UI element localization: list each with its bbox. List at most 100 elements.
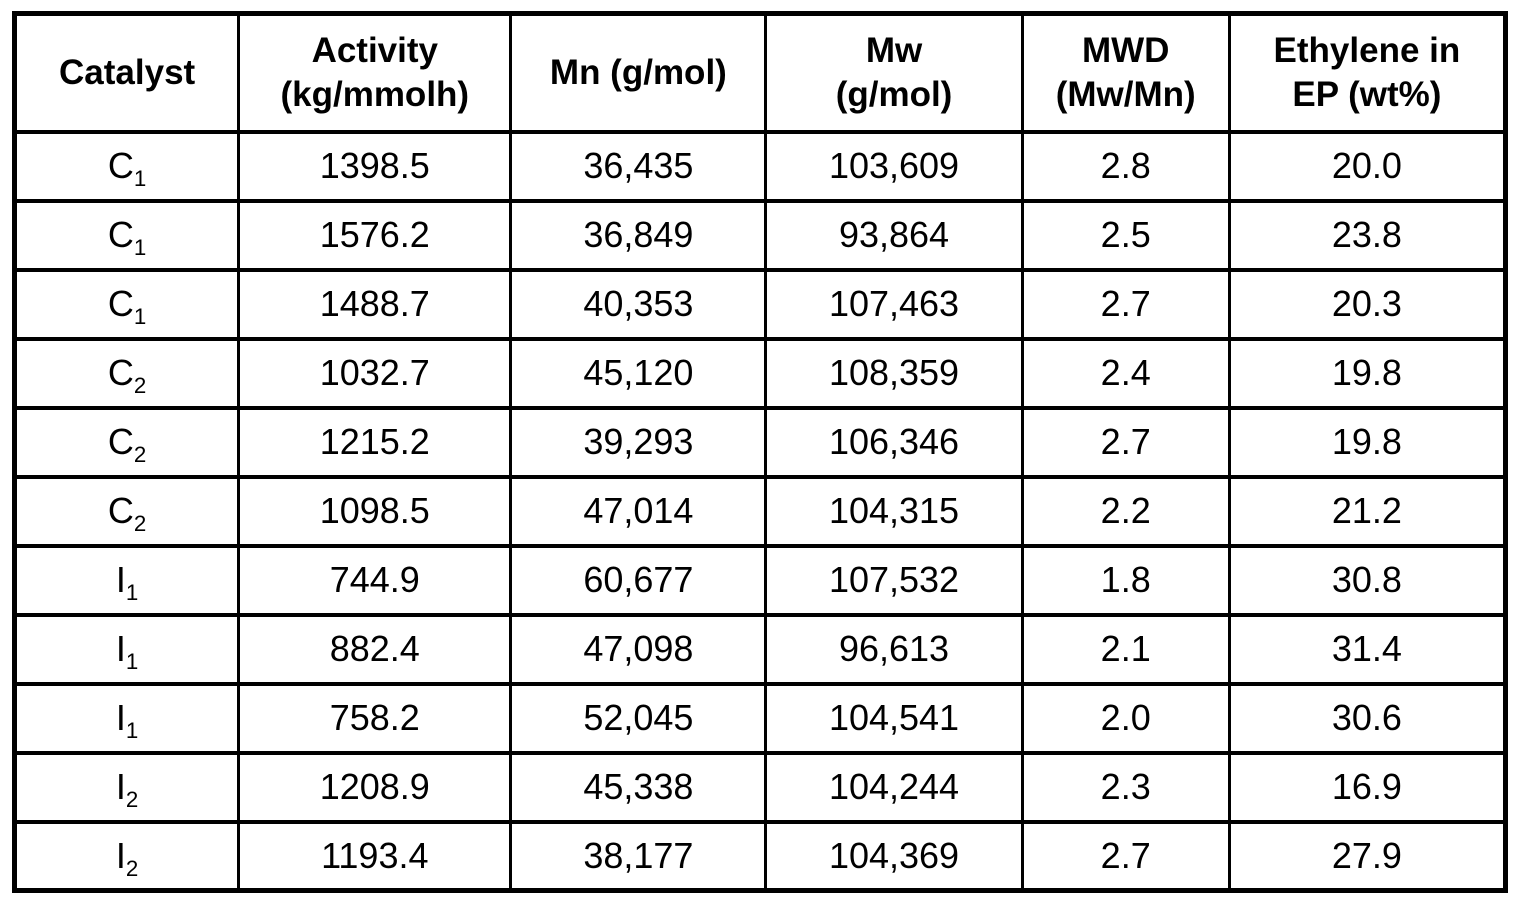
catalyst-subscript: 2 (125, 855, 139, 881)
cell-catalyst: C1 (12, 129, 241, 203)
cell-mn: 36,435 (509, 129, 768, 203)
catalyst-name: C (107, 490, 134, 531)
catalyst-subscript: 1 (133, 304, 147, 330)
catalyst-subscript: 1 (125, 718, 139, 744)
table-row: I2 1193.4 38,177 104,369 2.7 27.9 (12, 819, 1508, 893)
cell-mwd: 2.3 (1020, 750, 1231, 824)
cell-mn: 39,293 (509, 405, 768, 479)
header-line: (Mw/Mn) (1055, 74, 1196, 114)
cell-ethylene: 27.9 (1227, 819, 1508, 893)
table-row: C1 1488.7 40,353 107,463 2.7 20.3 (12, 267, 1508, 341)
cell-activity: 758.2 (237, 681, 513, 755)
cell-catalyst: C2 (12, 405, 241, 479)
cell-catalyst: C2 (12, 474, 241, 548)
catalyst-name: I (115, 628, 126, 669)
cell-ethylene: 30.8 (1227, 543, 1508, 617)
cell-mw: 93,864 (764, 198, 1024, 272)
cell-mn: 45,120 (509, 336, 768, 410)
catalyst-name: I (115, 559, 126, 600)
cell-mw: 107,463 (764, 267, 1024, 341)
cell-catalyst: I2 (12, 750, 241, 824)
cell-mn: 52,045 (509, 681, 768, 755)
table-row: I1 882.4 47,098 96,613 2.1 31.4 (12, 612, 1508, 686)
table-header: Catalyst Activity (kg/mmolh) Mn (g/mol) Mw (g… (12, 11, 1508, 134)
column-header-mwd: MWD (Mw/Mn) (1020, 11, 1231, 134)
cell-mn: 38,177 (509, 819, 768, 893)
cell-ethylene: 30.6 (1227, 681, 1508, 755)
catalyst-name: C (107, 283, 134, 324)
cell-mw: 103,609 (764, 129, 1024, 203)
cell-catalyst: I1 (12, 612, 241, 686)
column-header-mw: Mw (g/mol) (764, 11, 1024, 134)
cell-mwd: 2.1 (1020, 612, 1231, 686)
cell-activity: 1098.5 (237, 474, 513, 548)
cell-mw: 108,359 (764, 336, 1024, 410)
cell-activity: 1032.7 (237, 336, 513, 410)
cell-ethylene: 16.9 (1227, 750, 1508, 824)
catalyst-subscript: 1 (125, 649, 139, 675)
cell-mn: 60,677 (509, 543, 768, 617)
catalyst-subscript: 2 (133, 442, 147, 468)
cell-catalyst: I2 (12, 819, 241, 893)
column-header-catalyst: Catalyst (12, 11, 241, 134)
catalyst-subscript: 1 (133, 235, 147, 261)
cell-activity: 1215.2 (237, 405, 513, 479)
cell-mw: 106,346 (764, 405, 1024, 479)
catalyst-subscript: 2 (133, 373, 147, 399)
cell-catalyst: C1 (12, 198, 241, 272)
catalyst-name: C (107, 214, 134, 255)
catalyst-subscript: 2 (125, 787, 139, 813)
cell-mwd: 2.8 (1020, 129, 1231, 203)
cell-ethylene: 20.3 (1227, 267, 1508, 341)
catalyst-subscript: 2 (133, 511, 147, 537)
cell-mwd: 2.7 (1020, 267, 1231, 341)
cell-ethylene: 19.8 (1227, 336, 1508, 410)
cell-mwd: 1.8 (1020, 543, 1231, 617)
table-row: C1 1576.2 36,849 93,864 2.5 23.8 (12, 198, 1508, 272)
cell-ethylene: 21.2 (1227, 474, 1508, 548)
cell-mwd: 2.7 (1020, 405, 1231, 479)
cell-mn: 40,353 (509, 267, 768, 341)
column-header-activity: Activity (kg/mmolh) (237, 11, 513, 134)
cell-catalyst: I1 (12, 681, 241, 755)
catalyst-name: C (107, 421, 134, 462)
cell-mwd: 2.7 (1020, 819, 1231, 893)
cell-catalyst: I1 (12, 543, 241, 617)
header-row: Catalyst Activity (kg/mmolh) Mn (g/mol) Mw (g… (12, 11, 1508, 134)
cell-mw: 104,315 (764, 474, 1024, 548)
table-row: I1 758.2 52,045 104,541 2.0 30.6 (12, 681, 1508, 755)
cell-mw: 96,613 (764, 612, 1024, 686)
column-header-ethylene: Ethylene in EP (wt%) (1227, 11, 1508, 134)
table-row: I2 1208.9 45,338 104,244 2.3 16.9 (12, 750, 1508, 824)
cell-ethylene: 20.0 (1227, 129, 1508, 203)
cell-activity: 1208.9 (237, 750, 513, 824)
table-row: C2 1098.5 47,014 104,315 2.2 21.2 (12, 474, 1508, 548)
cell-ethylene: 23.8 (1227, 198, 1508, 272)
header-line: EP (wt%) (1292, 74, 1442, 114)
cell-mwd: 2.5 (1020, 198, 1231, 272)
cell-mw: 107,532 (764, 543, 1024, 617)
table-row: C2 1215.2 39,293 106,346 2.7 19.8 (12, 405, 1508, 479)
cell-mwd: 2.2 (1020, 474, 1231, 548)
cell-catalyst: C2 (12, 336, 241, 410)
cell-activity: 1398.5 (237, 129, 513, 203)
table-row: I1 744.9 60,677 107,532 1.8 30.8 (12, 543, 1508, 617)
cell-activity: 744.9 (237, 543, 513, 617)
catalyst-name: C (107, 352, 134, 393)
header-line: Catalyst (59, 52, 196, 92)
cell-activity: 882.4 (237, 612, 513, 686)
catalyst-results-table: Catalyst Activity (kg/mmolh) Mn (g/mol) Mw (g… (12, 11, 1508, 893)
table-body: C1 1398.5 36,435 103,609 2.8 20.0 C1 1576.2 36,8… (12, 129, 1508, 893)
header-line: (kg/mmolh) (280, 74, 470, 114)
column-header-mn: Mn (g/mol) (509, 11, 768, 134)
catalyst-name: I (115, 834, 126, 876)
cell-mwd: 2.4 (1020, 336, 1231, 410)
table-row: C2 1032.7 45,120 108,359 2.4 19.8 (12, 336, 1508, 410)
catalyst-subscript: 1 (125, 580, 139, 606)
catalyst-name: I (115, 697, 126, 738)
cell-activity: 1488.7 (237, 267, 513, 341)
header-line: MWD (1081, 31, 1170, 70)
header-line: Mw (865, 31, 923, 70)
cell-mn: 36,849 (509, 198, 768, 272)
